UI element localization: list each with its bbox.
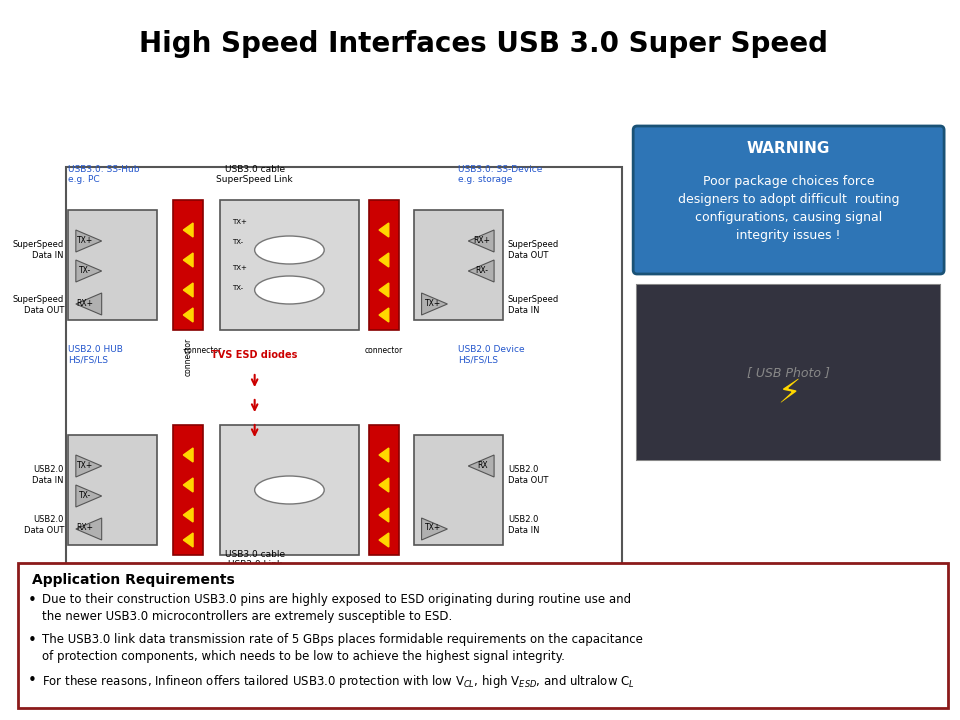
Text: TX-: TX- [79,266,91,274]
Text: TX+: TX+ [77,235,93,245]
FancyBboxPatch shape [369,200,398,330]
Text: For these reasons, Infineon offers tailored USB3.0 protection with low V$_{CL}$,: For these reasons, Infineon offers tailo… [42,673,635,690]
Text: USB2.0
Data OUT: USB2.0 Data OUT [24,516,64,535]
Text: SuperSpeed
Data IN: SuperSpeed Data IN [12,240,64,260]
Text: TX-: TX- [231,239,243,245]
Polygon shape [379,478,389,492]
Text: TX+: TX+ [231,219,247,225]
Polygon shape [468,230,494,252]
FancyBboxPatch shape [220,200,359,330]
FancyBboxPatch shape [68,435,157,545]
Polygon shape [183,508,193,522]
Text: TX+: TX+ [231,265,247,271]
Text: connector: connector [183,338,193,377]
Text: TVS ESD diodes: TVS ESD diodes [211,350,298,360]
Text: RX-: RX- [475,266,489,274]
Polygon shape [183,253,193,267]
Polygon shape [379,308,389,322]
FancyBboxPatch shape [414,210,503,320]
Text: USB2.0
Data IN: USB2.0 Data IN [508,516,540,535]
Polygon shape [183,533,193,547]
Text: [ USB Photo ]: [ USB Photo ] [747,366,830,379]
Text: RX+: RX+ [76,299,93,307]
Polygon shape [183,223,193,237]
FancyBboxPatch shape [634,126,944,274]
Ellipse shape [254,476,324,504]
Polygon shape [379,253,389,267]
Polygon shape [468,455,494,477]
FancyBboxPatch shape [173,200,203,330]
Polygon shape [76,518,102,540]
Text: The USB3.0 link data transmission rate of 5 GBps places formidable requirements : The USB3.0 link data transmission rate o… [42,633,643,663]
Text: Application Requirements: Application Requirements [32,573,235,587]
Text: High Speed Interfaces USB 3.0 Super Speed: High Speed Interfaces USB 3.0 Super Spee… [138,30,828,58]
Text: •: • [28,673,37,688]
Text: Due to their construction USB3.0 pins are highly exposed to ESD originating duri: Due to their construction USB3.0 pins ar… [42,593,631,623]
Text: mated
connector: mated connector [184,572,222,591]
Text: TX-: TX- [231,285,243,291]
Polygon shape [421,293,447,315]
Polygon shape [183,448,193,462]
Polygon shape [379,533,389,547]
FancyBboxPatch shape [369,425,398,555]
Polygon shape [421,518,447,540]
FancyBboxPatch shape [18,563,948,708]
FancyBboxPatch shape [68,210,157,320]
Text: •: • [28,633,37,648]
Ellipse shape [254,276,324,304]
Text: TX+: TX+ [425,523,442,533]
Text: TX+: TX+ [77,461,93,469]
Text: USB3.0 cable
SuperSpeed Link: USB3.0 cable SuperSpeed Link [216,165,293,184]
Polygon shape [76,293,102,315]
Text: USB3.0 cable
USB2.0 Link: USB3.0 cable USB2.0 Link [225,550,285,570]
Text: RX: RX [477,461,488,469]
Text: •: • [28,593,37,608]
Text: SuperSpeed
Data OUT: SuperSpeed Data OUT [508,240,560,260]
Polygon shape [76,485,102,507]
Text: Poor package choices force
designers to adopt difficult  routing
configurations,: Poor package choices force designers to … [678,174,900,241]
Polygon shape [183,283,193,297]
Polygon shape [76,455,102,477]
Text: connector: connector [184,346,222,355]
Text: USB2.0
Data OUT: USB2.0 Data OUT [508,465,548,485]
Text: RX+: RX+ [76,523,93,533]
FancyBboxPatch shape [173,425,203,555]
Text: SuperSpeed
Data OUT: SuperSpeed Data OUT [12,295,64,315]
Polygon shape [76,230,102,252]
Polygon shape [379,508,389,522]
Polygon shape [183,308,193,322]
Polygon shape [468,260,494,282]
Text: USB2.0
Data IN: USB2.0 Data IN [33,465,64,485]
FancyBboxPatch shape [414,435,503,545]
Ellipse shape [254,236,324,264]
Text: USB3.0: SS-Hub
e.g. PC: USB3.0: SS-Hub e.g. PC [68,165,139,184]
Text: TX-: TX- [79,490,91,500]
Text: mated
connector: mated connector [365,572,403,591]
Text: WARNING: WARNING [747,140,830,156]
Polygon shape [379,283,389,297]
Text: SuperSpeed
Data IN: SuperSpeed Data IN [508,295,560,315]
FancyBboxPatch shape [637,285,940,460]
Text: TX+: TX+ [425,299,442,307]
Text: connector: connector [365,346,403,355]
Text: USB2.0 HUB
HS/FS/LS: USB2.0 HUB HS/FS/LS [68,345,123,364]
Polygon shape [183,478,193,492]
Text: USB3.0: SS-Device
e.g. storage: USB3.0: SS-Device e.g. storage [458,165,542,184]
FancyBboxPatch shape [220,425,359,555]
Polygon shape [76,260,102,282]
Text: ⚡: ⚡ [777,376,801,409]
Polygon shape [379,223,389,237]
Polygon shape [379,448,389,462]
Text: USB2.0 Device
HS/FS/LS: USB2.0 Device HS/FS/LS [458,345,525,364]
Text: RX+: RX+ [473,235,491,245]
